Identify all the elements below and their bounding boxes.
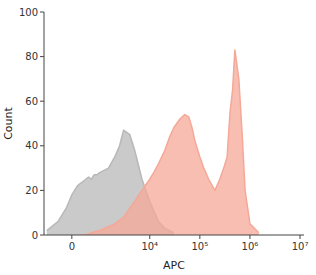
x-tick-label: 10⁶ — [242, 241, 259, 252]
area-line — [80, 50, 259, 235]
x-axis-label: APC — [163, 259, 185, 272]
y-tick — [40, 235, 44, 236]
y-tick — [40, 145, 44, 146]
x-tick-label: 10⁴ — [141, 241, 158, 252]
y-tick — [40, 12, 44, 13]
y-tick-label: 60 — [25, 96, 38, 107]
x-tick — [249, 235, 250, 239]
chart: 0 10⁴ 10⁵ 10⁶ 10⁷ 0 20 40 60 80 100 APC Count — [0, 0, 316, 275]
y-tick-label: 40 — [25, 140, 38, 151]
x-tick — [199, 235, 200, 239]
x-tick-label: 0 — [69, 241, 75, 252]
x-tick-label: 10⁷ — [292, 241, 309, 252]
plot-area — [47, 50, 259, 235]
y-axis-label: Count — [2, 106, 15, 139]
y-axis-line — [44, 12, 45, 235]
y-tick-label: 80 — [25, 51, 38, 62]
x-tick — [71, 235, 72, 239]
x-tick-label: 10⁵ — [191, 241, 208, 252]
x-tick — [149, 235, 150, 239]
y-tick — [40, 190, 44, 191]
y-tick-label: 0 — [32, 230, 38, 241]
x-tick — [300, 235, 301, 239]
y-tick — [40, 56, 44, 57]
x-axis-line — [44, 235, 304, 236]
y-tick — [40, 101, 44, 102]
area-fill — [80, 50, 259, 235]
y-tick-label: 100 — [19, 7, 38, 18]
y-tick-label: 20 — [25, 185, 38, 196]
